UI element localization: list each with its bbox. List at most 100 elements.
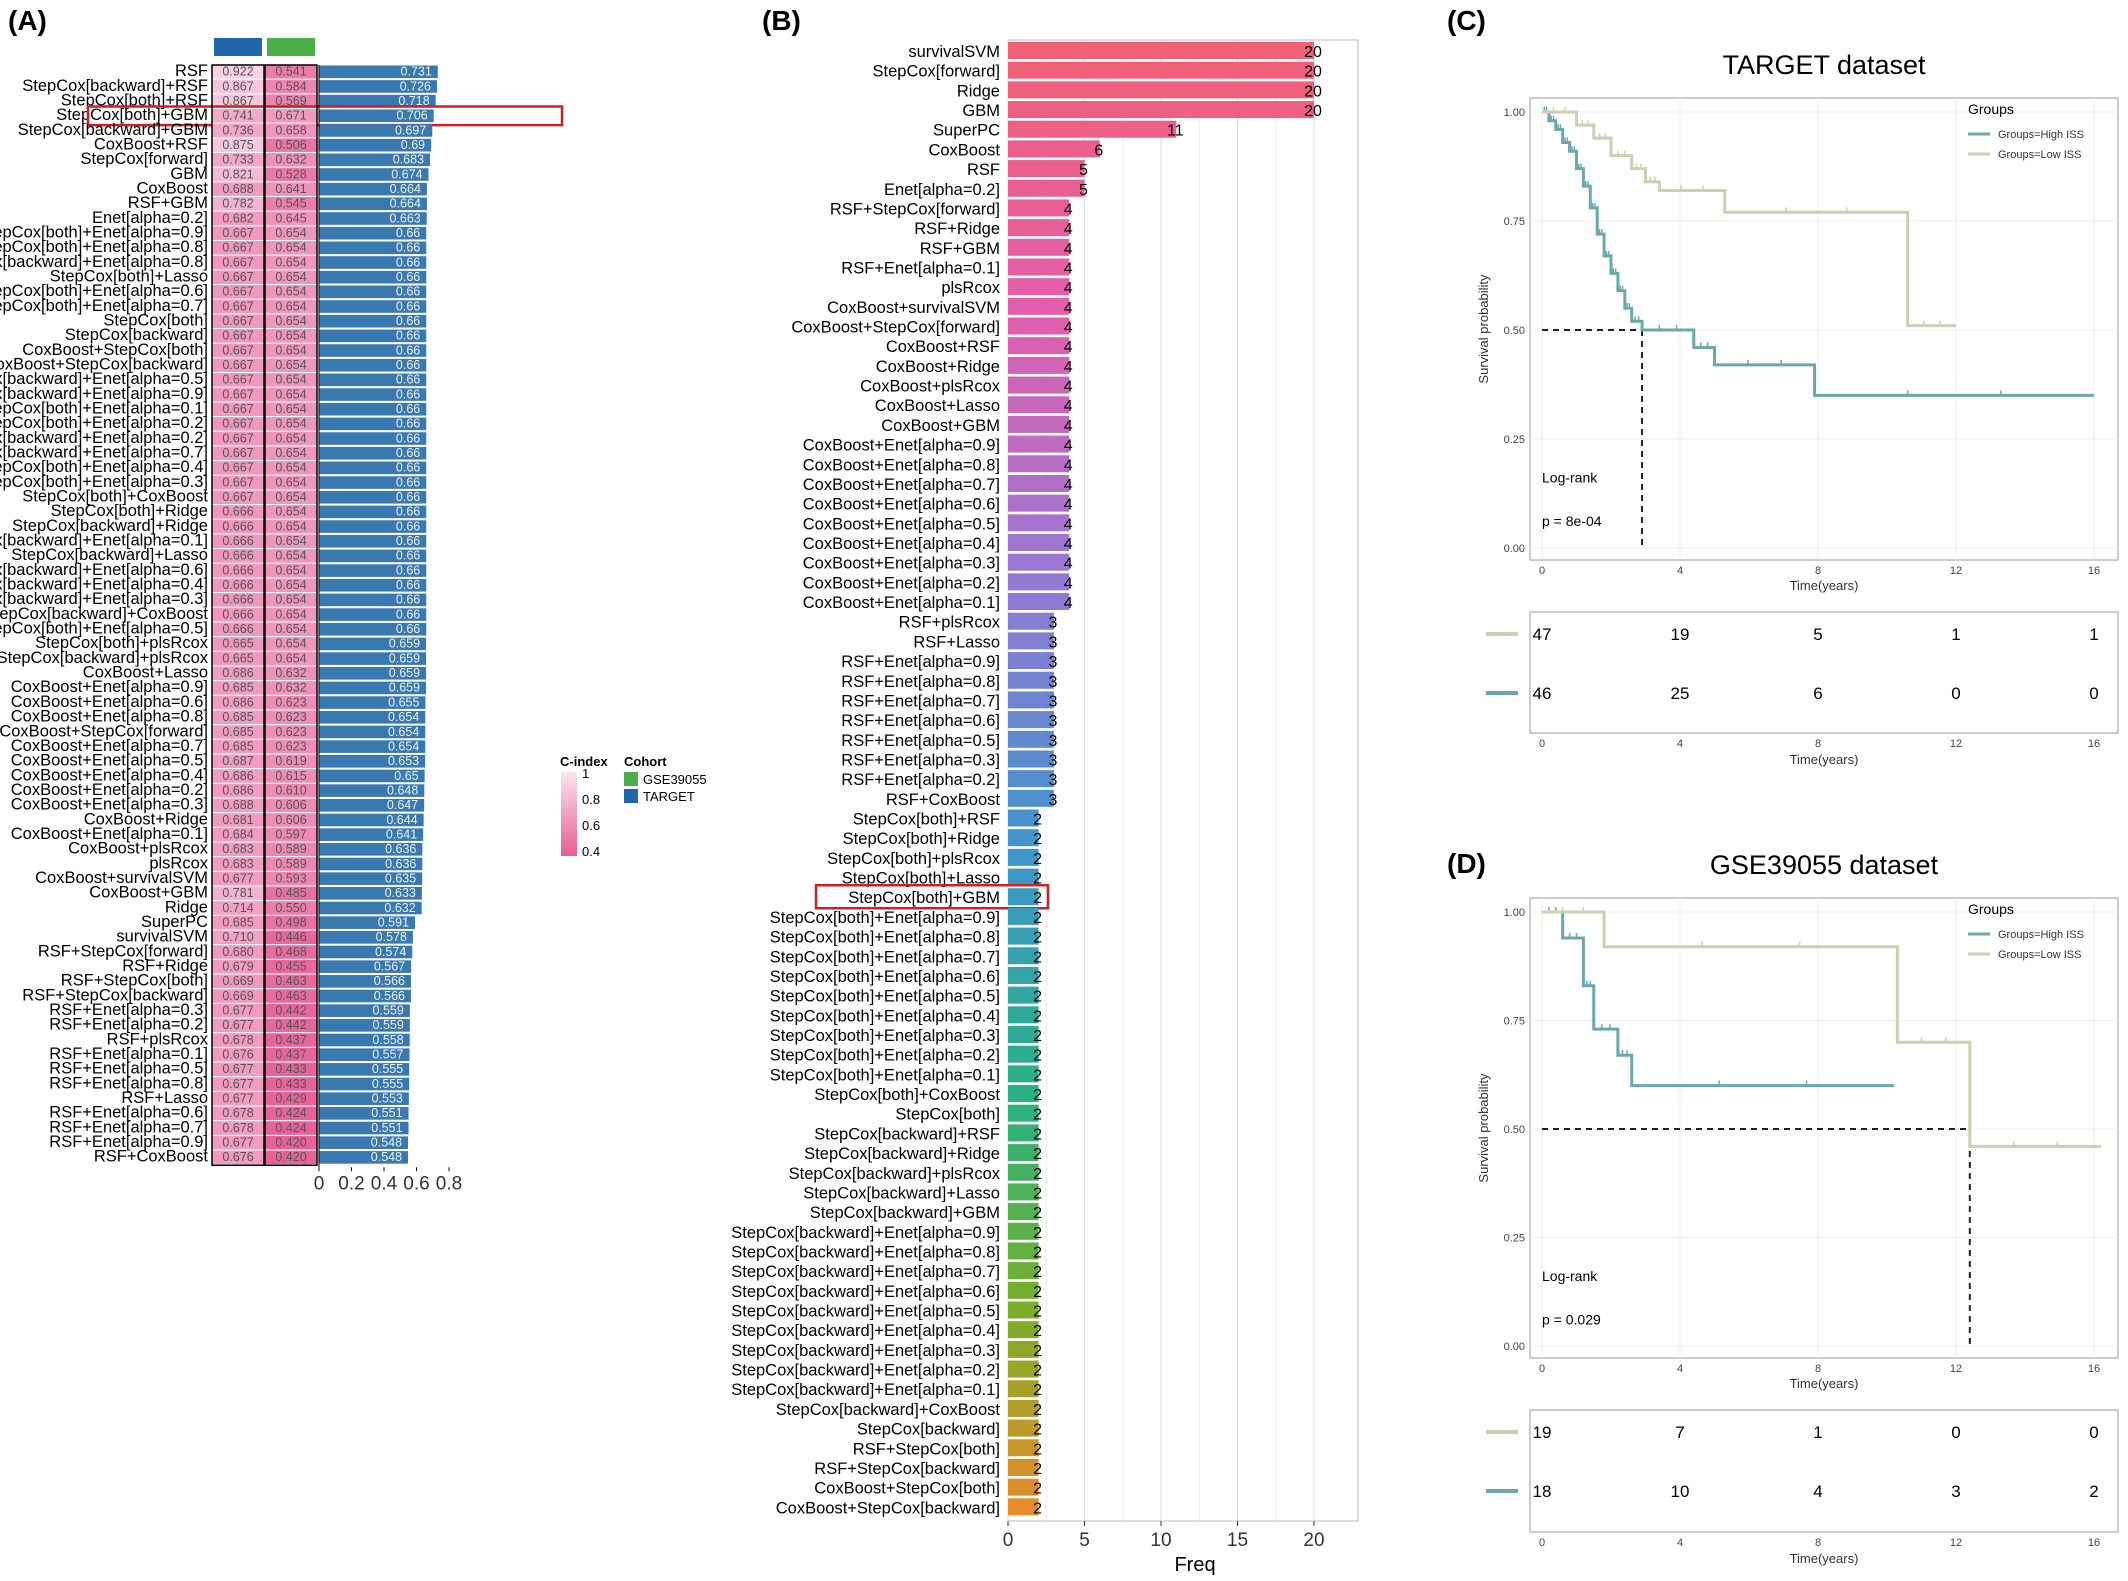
cell-gse39055 [265, 123, 317, 138]
freq-bar [1008, 514, 1070, 532]
category-label: CoxBoost+Enet[alpha=0.8] [803, 456, 1000, 474]
row-label: StepCox[backward]+Enet[alpha=0.6] [0, 561, 208, 579]
km-curve [1542, 910, 1894, 1088]
row-label: RSF+Enet[alpha=0.2] [49, 1016, 208, 1034]
cell-gse39055 [265, 109, 317, 123]
cell-target [212, 622, 264, 637]
cell-value-target: 0.676 [222, 1150, 253, 1164]
mean-bar [319, 769, 425, 783]
freq-bar-label: 2 [1033, 1441, 1042, 1458]
mean-bar-label: 0.66 [396, 607, 420, 621]
risk-count-high: 2 [2089, 1482, 2098, 1501]
km-legend-label: Groups=Low ISS [1998, 149, 2081, 161]
risk-count-high: 46 [1533, 684, 1552, 703]
cell-value-target: 0.667 [222, 461, 253, 475]
mean-bar-label: 0.659 [389, 651, 420, 665]
freq-bar [1008, 42, 1314, 59]
freq-bar-label: 2 [1033, 1048, 1042, 1065]
row-label: StepCox[backward]+Lasso [11, 546, 208, 564]
cell-value-target: 0.741 [222, 109, 253, 123]
mean-bar [319, 1048, 410, 1061]
mean-bar-label: 0.66 [396, 519, 420, 533]
cell-value-gse39055: 0.654 [275, 299, 306, 313]
km-annotation: p = 0.029 [1542, 1311, 1601, 1327]
mean-bar-label: 0.66 [396, 549, 420, 563]
mean-bar-label: 0.66 [396, 241, 420, 255]
cell-value-gse39055: 0.654 [275, 431, 306, 445]
mean-bar-label: 0.641 [386, 827, 417, 841]
freq-bar [1008, 120, 1177, 138]
cell-value-target: 0.867 [222, 94, 253, 108]
risk-count-high: 10 [1671, 1482, 1690, 1501]
mean-bar [319, 740, 426, 753]
category-label: RSF+StepCox[backward] [814, 1460, 1000, 1478]
cell-target [212, 666, 264, 681]
cell-target [212, 387, 264, 402]
panel-label: (A) [8, 5, 47, 36]
category-label: GBM [962, 102, 1000, 120]
cell-value-target: 0.669 [222, 989, 253, 1003]
row-label: StepCox[both]+plsRcox [35, 634, 209, 652]
km-title: GSE39055 dataset [1710, 850, 1939, 880]
cell-value-target: 0.677 [222, 1092, 253, 1106]
category-label: CoxBoost+plsRcox [860, 378, 1001, 396]
freq-bar [1008, 61, 1314, 79]
mean-bar-label: 0.66 [396, 446, 420, 460]
cell-target [212, 827, 264, 842]
mean-bar-label: 0.726 [400, 79, 431, 93]
km-annotation: p = 8e-04 [1542, 513, 1602, 529]
cell-gse39055 [265, 783, 317, 798]
freq-bar [1008, 789, 1054, 807]
freq-bar-label: 4 [1064, 359, 1073, 376]
row-label: StepCox[both]+Enet[alpha=0.1] [0, 400, 208, 418]
category-label: CoxBoost+Enet[alpha=0.4] [803, 535, 1000, 553]
cell-value-gse39055: 0.671 [275, 109, 306, 123]
freq-bar-label: 5 [1079, 162, 1088, 179]
category-label: StepCox[backward]+Ridge [804, 1145, 1000, 1163]
cell-target [212, 901, 264, 915]
freq-bar-label: 20 [1304, 44, 1322, 61]
freq-bar [1008, 140, 1100, 158]
risk-count-high: 6 [1813, 684, 1822, 703]
cell-target [212, 549, 264, 563]
mean-bar-label: 0.66 [396, 417, 420, 431]
category-label: StepCox[both]+Enet[alpha=0.5] [770, 988, 1000, 1006]
row-label: StepCox[backward]+RSF [22, 77, 208, 95]
mean-bar-label: 0.66 [396, 534, 420, 548]
risk-x-axis-label: Time(years) [1790, 752, 1859, 767]
cell-gse39055 [265, 270, 317, 284]
km-x-axis-label: Time(years) [1790, 1376, 1859, 1391]
mean-bar [319, 314, 427, 328]
km-curve [1542, 910, 2101, 1148]
category-label: StepCox[backward]+Enet[alpha=0.7] [731, 1263, 1000, 1281]
cell-value-target: 0.676 [222, 1047, 253, 1061]
legend-cohort-swatch [624, 772, 638, 786]
cell-value-target: 0.666 [222, 578, 253, 592]
category-label: StepCox[backward]+Lasso [803, 1184, 1000, 1202]
cell-target [212, 461, 264, 475]
mean-bar [319, 710, 426, 724]
cell-target [212, 739, 264, 754]
row-label: StepCox[backward]+Ridge [12, 517, 208, 535]
category-label: RSF [967, 161, 1000, 179]
freq-bar-label: 20 [1304, 103, 1322, 120]
mean-bar [319, 212, 427, 225]
risk-x-tick-label: 12 [1950, 738, 1962, 750]
freq-bar-label: 2 [1033, 1146, 1042, 1163]
freq-bar [1008, 356, 1070, 374]
freq-bar-label: 2 [1033, 1225, 1042, 1242]
row-label: CoxBoost+Enet[alpha=0.2] [11, 781, 208, 799]
mean-bar [319, 652, 427, 665]
category-label: plsRcox [941, 279, 1000, 297]
cell-value-target: 0.667 [222, 329, 253, 343]
freq-bar-label: 2 [1033, 1126, 1042, 1143]
cell-value-target: 0.685 [222, 725, 253, 739]
cell-value-target: 0.667 [222, 475, 253, 489]
freq-bar [1008, 1104, 1039, 1122]
cell-gse39055 [265, 402, 317, 417]
row-label: RSF+Enet[alpha=0.1] [49, 1045, 208, 1063]
cell-value-target: 0.679 [222, 959, 253, 973]
cell-value-gse39055: 0.654 [275, 343, 306, 357]
mean-bar-label: 0.636 [385, 857, 416, 871]
